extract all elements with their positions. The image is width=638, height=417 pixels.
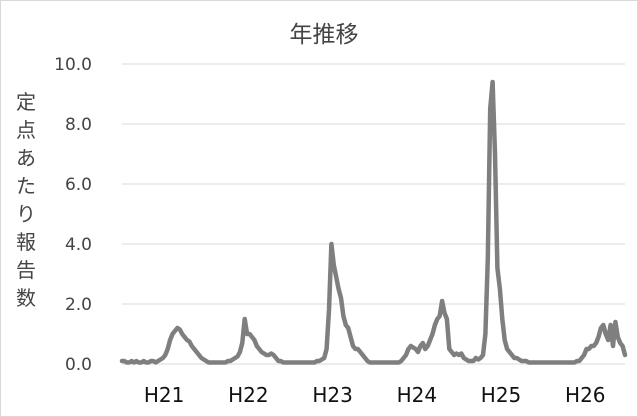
y-tick-label: 6.0 bbox=[65, 175, 92, 195]
y-tick-labels: 0.0 2.0 4.0 6.0 8.0 10.0 bbox=[54, 55, 92, 375]
x-tick-label: H23 bbox=[312, 383, 353, 407]
y-tick-label: 0.0 bbox=[65, 355, 92, 375]
x-tick-label: H26 bbox=[565, 383, 606, 407]
x-tick-label: H24 bbox=[397, 383, 438, 407]
x-tick-labels: H21 H22 H23 H24 H25 H26 bbox=[144, 383, 606, 407]
y-tick-label: 8.0 bbox=[65, 115, 92, 135]
series-line bbox=[119, 79, 628, 365]
chart-title: 年推移 bbox=[290, 22, 359, 48]
x-tick-label: H25 bbox=[481, 383, 522, 407]
x-tick-label: H21 bbox=[144, 383, 185, 407]
y-tick-label: 4.0 bbox=[65, 235, 92, 255]
x-tick-label: H22 bbox=[228, 383, 269, 407]
y-tick-label: 2.0 bbox=[65, 295, 92, 315]
y-tick-label: 10.0 bbox=[54, 55, 92, 75]
series-group bbox=[119, 79, 628, 365]
gridlines bbox=[122, 63, 625, 365]
y-axis-label: 定点あたり報告数 bbox=[16, 90, 36, 310]
